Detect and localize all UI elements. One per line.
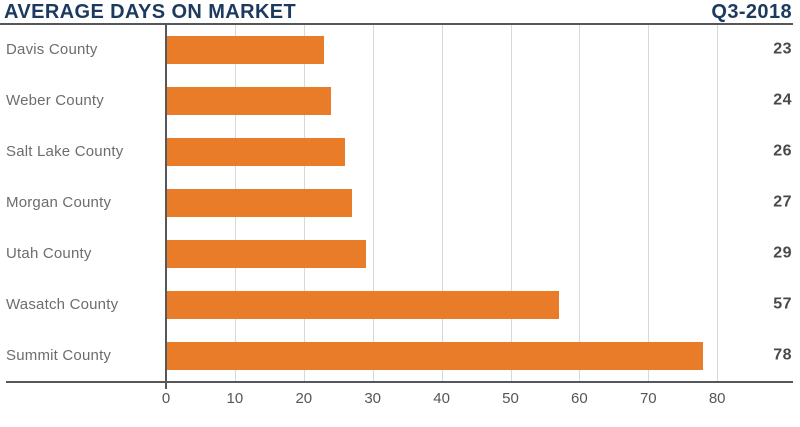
gridline-80 bbox=[717, 25, 719, 381]
value-label: 29 bbox=[773, 244, 792, 262]
value-label: 57 bbox=[773, 294, 792, 312]
x-tick-label-80: 80 bbox=[708, 390, 726, 407]
period-label: Q3-2018 bbox=[711, 1, 792, 23]
chart-row-salt-lake-county: Salt Lake County 26 bbox=[0, 127, 800, 178]
bar bbox=[166, 341, 704, 370]
category-label: Davis County bbox=[6, 41, 98, 59]
chart-row-summit-county: Summit County 78 bbox=[0, 330, 800, 381]
x-tick-label-30: 30 bbox=[364, 390, 382, 407]
bar bbox=[166, 188, 353, 217]
category-label: Weber County bbox=[6, 92, 105, 110]
chart-title: AVERAGE DAYS ON MARKET bbox=[4, 1, 297, 23]
chart-row-weber-county: Weber County 24 bbox=[0, 76, 800, 127]
bar bbox=[166, 290, 559, 319]
chart-row-morgan-county: Morgan County 27 bbox=[0, 178, 800, 229]
value-label: 26 bbox=[773, 142, 792, 160]
gridline-40 bbox=[441, 25, 443, 381]
value-label: 24 bbox=[773, 91, 792, 109]
header-divider-line bbox=[0, 23, 793, 25]
category-label: Morgan County bbox=[6, 193, 112, 211]
category-label: Utah County bbox=[6, 244, 92, 262]
bar bbox=[166, 87, 332, 116]
x-tick-label-40: 40 bbox=[433, 390, 450, 407]
bar bbox=[166, 239, 366, 268]
category-label: Salt Lake County bbox=[6, 142, 124, 160]
value-label: 27 bbox=[773, 193, 792, 211]
x-tick-label-0: 0 bbox=[161, 390, 171, 407]
value-label: 23 bbox=[773, 40, 792, 58]
category-label: Wasatch County bbox=[6, 295, 119, 313]
chart-row-davis-county: Davis County 23 bbox=[0, 25, 800, 76]
bar bbox=[166, 138, 346, 167]
x-tick-label-50: 50 bbox=[502, 390, 519, 407]
category-label: Summit County bbox=[6, 346, 112, 364]
gridline-60 bbox=[579, 25, 581, 381]
x-tick-label-60: 60 bbox=[571, 390, 588, 407]
x-tick-label-10: 10 bbox=[226, 390, 244, 407]
gridline-70 bbox=[648, 25, 650, 381]
chart-row-wasatch-county: Wasatch County 57 bbox=[0, 279, 800, 330]
gridline-50 bbox=[510, 25, 512, 381]
y-axis-zero-line bbox=[165, 24, 167, 389]
x-axis-line bbox=[6, 381, 793, 383]
gridline-30 bbox=[372, 25, 374, 381]
bar bbox=[166, 36, 325, 65]
x-tick-label-70: 70 bbox=[639, 390, 657, 407]
x-tick-label-20: 20 bbox=[295, 390, 313, 407]
chart-row-utah-county: Utah County 29 bbox=[0, 228, 800, 279]
value-label: 78 bbox=[773, 345, 792, 363]
